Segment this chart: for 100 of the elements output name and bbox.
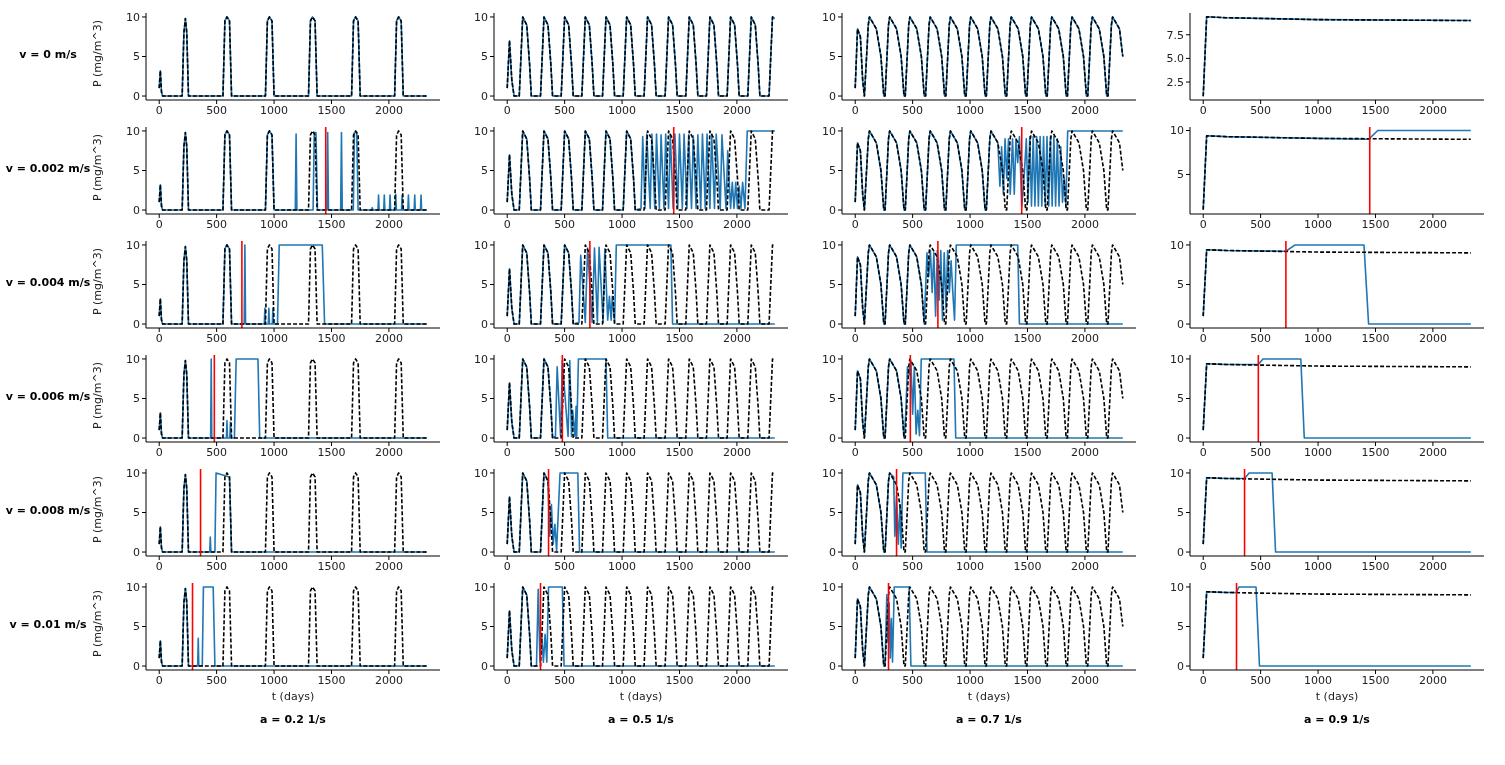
x-tick-label: 1000	[956, 331, 985, 345]
line-series	[158, 130, 428, 211]
line-series	[854, 472, 1124, 553]
x-tick-label: 0	[503, 103, 511, 117]
y-tick-label: 10	[822, 580, 836, 594]
x-tick-label: 500	[902, 673, 924, 687]
x-tick-label: 1000	[608, 103, 637, 117]
x-tick-label: 1500	[317, 559, 346, 573]
y-tick-label: 5	[829, 392, 836, 406]
x-tick-label: 1500	[1013, 331, 1042, 345]
y-tick-label: 5	[829, 50, 836, 64]
x-axis-title: t (days)	[966, 690, 1012, 703]
y-tick-label: 0	[829, 659, 836, 673]
y-tick-label: 0	[133, 317, 140, 331]
y-tick-label: 10	[126, 580, 140, 594]
line-series	[506, 16, 776, 97]
x-tick-label: 500	[554, 331, 576, 345]
x-tick-label: 1500	[1361, 331, 1390, 345]
x-tick-label: 2000	[722, 559, 751, 573]
x-tick-label: 500	[206, 331, 228, 345]
x-tick-label: 500	[206, 103, 228, 117]
x-tick-label: 0	[1199, 559, 1207, 573]
y-tick-label: 0	[481, 545, 488, 559]
y-tick-label: 5	[481, 506, 488, 520]
y-tick-label: 0	[133, 659, 140, 673]
y-tick-label: 0	[1177, 545, 1184, 559]
x-tick-label: 500	[554, 103, 576, 117]
y-tick-label: 10	[1170, 124, 1184, 138]
x-tick-label: 1500	[1361, 445, 1390, 459]
line-series	[506, 358, 776, 439]
x-tick-label: 1500	[665, 559, 694, 573]
x-tick-label: 1000	[260, 217, 289, 231]
y-tick-label: 5	[133, 392, 140, 406]
x-tick-label: 1500	[317, 445, 346, 459]
x-tick-label: 1500	[1361, 559, 1390, 573]
y-axis-title: P (mg/m^3)	[90, 20, 104, 88]
y-tick-label: 0	[1177, 317, 1184, 331]
x-tick-label: 0	[1199, 331, 1207, 345]
y-tick-label: 10	[822, 124, 836, 138]
x-tick-label: 2000	[1070, 217, 1099, 231]
x-tick-label: 1000	[608, 445, 637, 459]
x-tick-label: 2000	[722, 331, 751, 345]
x-tick-label: 0	[851, 217, 859, 231]
y-tick-label: 5	[481, 392, 488, 406]
y-tick-label: 10	[474, 10, 488, 24]
x-tick-label: 0	[503, 559, 511, 573]
y-tick-label: 10	[1170, 580, 1184, 594]
line-series	[506, 130, 776, 211]
y-tick-label: 5	[1177, 620, 1184, 634]
x-tick-label: 1500	[1361, 217, 1390, 231]
x-tick-label: 0	[155, 103, 163, 117]
text: a = 0.2 1/s	[259, 713, 327, 726]
y-tick-label: 10	[474, 580, 488, 594]
y-tick-label: 0	[481, 317, 488, 331]
text: v = 0.004 m/s	[5, 275, 91, 289]
x-tick-label: 2000	[374, 673, 403, 687]
x-tick-label: 1500	[665, 331, 694, 345]
line-series	[506, 244, 776, 325]
x-tick-label: 0	[851, 445, 859, 459]
x-tick-label: 1000	[956, 103, 985, 117]
x-axis-title: t (days)	[1314, 690, 1360, 703]
x-tick-label: 1500	[317, 103, 346, 117]
y-tick-label: 5	[481, 164, 488, 178]
line-series	[1202, 15, 1472, 98]
y-tick-label: 10	[822, 466, 836, 480]
y-tick-label: 10	[126, 124, 140, 138]
x-tick-label: 0	[1199, 103, 1207, 117]
x-tick-label: 500	[554, 673, 576, 687]
y-axis-title: P (mg/m^3)	[90, 134, 104, 202]
x-tick-label: 1000	[608, 673, 637, 687]
x-tick-label: 2000	[1070, 103, 1099, 117]
y-tick-label: 5	[481, 278, 488, 292]
x-tick-label: 0	[851, 331, 859, 345]
x-tick-label: 1500	[1361, 103, 1390, 117]
x-tick-label: 1500	[1013, 217, 1042, 231]
x-tick-label: 1500	[1013, 673, 1042, 687]
x-tick-label: 2000	[374, 559, 403, 573]
x-tick-label: 500	[1250, 331, 1272, 345]
y-tick-label: 10	[822, 10, 836, 24]
y-tick-label: 10	[822, 352, 836, 366]
line-series	[158, 472, 428, 553]
x-tick-label: 500	[902, 103, 924, 117]
x-tick-label: 1000	[956, 673, 985, 687]
line-series	[854, 586, 1124, 667]
y-tick-label: 0	[133, 203, 140, 217]
y-tick-label: 10	[474, 352, 488, 366]
x-tick-label: 1500	[317, 673, 346, 687]
x-tick-label: 500	[206, 673, 228, 687]
x-tick-label: 1000	[956, 559, 985, 573]
y-tick-label: 5	[829, 278, 836, 292]
x-tick-label: 0	[1199, 673, 1207, 687]
x-tick-label: 0	[155, 217, 163, 231]
x-tick-label: 1500	[317, 217, 346, 231]
text: v = 0 m/s	[19, 47, 77, 61]
x-tick-label: 0	[503, 331, 511, 345]
x-tick-label: 1000	[260, 103, 289, 117]
y-tick-label: 5	[133, 50, 140, 64]
y-tick-label: 5	[133, 506, 140, 520]
x-tick-label: 2000	[1418, 331, 1447, 345]
y-tick-label: 10	[474, 124, 488, 138]
